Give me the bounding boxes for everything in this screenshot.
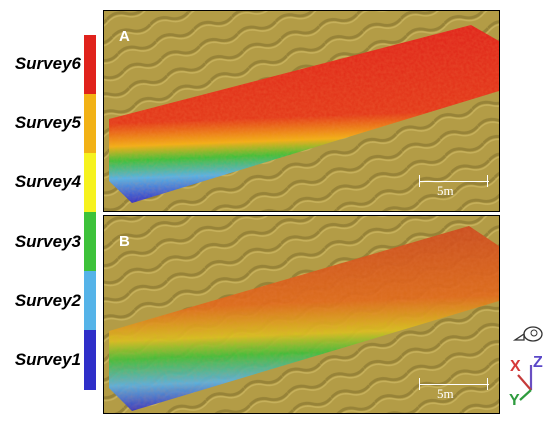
panel-b-label: B xyxy=(119,233,130,250)
legend-label-survey3: Survey3 xyxy=(14,232,81,251)
panel-b-scale-label: 5m xyxy=(437,386,454,401)
axis-x-label: X xyxy=(510,358,521,375)
axis-orientation-widget: X Z Y xyxy=(505,320,550,415)
colorbar-swatch-survey6 xyxy=(84,35,96,94)
legend-label-survey5: Survey5 xyxy=(14,113,81,132)
legend-label-survey1: Survey1 xyxy=(14,350,81,369)
colorbar-swatch-survey2 xyxy=(84,271,96,330)
colorbar-swatch-survey4 xyxy=(84,153,96,212)
panel-a-scale-label: 5m xyxy=(437,183,454,198)
panel-b-point-cloud-view: B 5m xyxy=(103,215,500,414)
colorbar-swatch-survey5 xyxy=(84,94,96,153)
panel-a-render xyxy=(104,11,499,211)
axis-y-label: Y xyxy=(509,392,520,409)
colorbar-swatch-survey3 xyxy=(84,212,96,271)
legend-label-survey2: Survey2 xyxy=(14,291,81,310)
legend-colorbar xyxy=(84,35,96,390)
panel-a-scale-bar: 5m xyxy=(419,175,489,198)
camera-icon xyxy=(512,326,543,342)
panel-a-label: A xyxy=(119,28,130,45)
survey-legend: Survey6 Survey5 Survey4 Survey3 Survey2 … xyxy=(0,0,100,426)
legend-label-survey4: Survey4 xyxy=(14,172,81,191)
colorbar-swatch-survey1 xyxy=(84,330,96,390)
legend-label-survey6: Survey6 xyxy=(14,54,81,73)
panel-a-point-cloud-view: A 5m xyxy=(103,10,500,212)
axis-z-label: Z xyxy=(533,354,543,371)
panel-b-scale-bar: 5m xyxy=(419,378,489,401)
panel-b-render xyxy=(104,216,499,413)
